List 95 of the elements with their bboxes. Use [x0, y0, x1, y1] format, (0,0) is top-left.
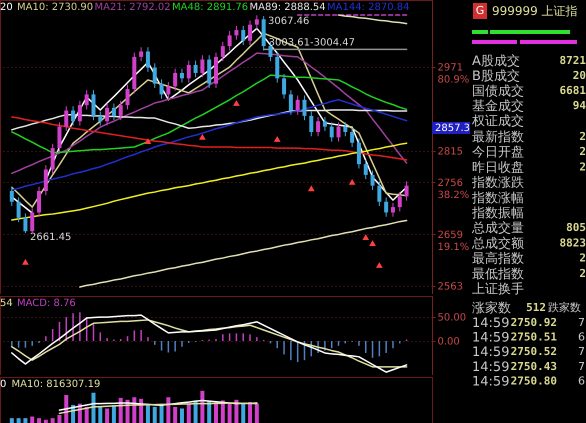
text: 6 — [578, 374, 585, 388]
text: 2 — [579, 130, 586, 143]
bar — [146, 404, 150, 423]
text: 512 — [526, 301, 546, 314]
bar — [234, 400, 238, 423]
text: 94 — [572, 99, 586, 112]
bar — [112, 405, 116, 423]
text: 6 — [578, 330, 585, 344]
text: 2 — [579, 252, 586, 265]
y-tick-label: 2756 38.2% — [438, 178, 470, 201]
bar — [228, 404, 232, 423]
text: 2750.80 — [510, 374, 557, 388]
category-label: 指数涨跌 — [471, 176, 524, 191]
bar — [166, 397, 170, 423]
category-label: 总成交额 — [471, 235, 524, 252]
category-label: A股成交 — [472, 53, 520, 69]
text: MA144: 2870.84 — [327, 2, 410, 13]
category-label: 昨日收盘 — [472, 160, 524, 176]
y-tick-label: 50.00 — [438, 312, 466, 324]
text: 6681 — [560, 84, 586, 97]
text: 999999 上证指 — [492, 4, 578, 18]
bar — [173, 406, 178, 423]
category-label: 上证换手 — [472, 282, 524, 297]
bar — [105, 408, 110, 423]
bar — [254, 404, 259, 423]
bar — [180, 408, 184, 423]
category-label: 国债成交 — [472, 83, 524, 99]
text: MA48: 2891.76 — [172, 2, 248, 13]
annotation: 2661.45 — [30, 232, 72, 243]
category-label: 14:59 — [472, 316, 510, 331]
text: 54 — [0, 298, 13, 309]
text: 2750.92 — [510, 316, 557, 329]
y-tick-label: 2563 — [438, 281, 463, 292]
bar — [84, 406, 89, 423]
bar — [37, 418, 42, 423]
annotation: 3067.46 — [268, 16, 310, 27]
bar — [57, 414, 62, 423]
category-label: 总成交量 — [471, 220, 524, 236]
bar — [160, 405, 164, 423]
category-label: 14:59 — [472, 330, 510, 346]
category-label: 指数涨幅 — [471, 190, 524, 206]
category-label: 涨家数 — [472, 300, 511, 316]
text: 8721 — [560, 54, 586, 67]
bar — [186, 404, 191, 423]
category-label: 最低指数 — [472, 266, 524, 282]
text: MA89: 2888.54 — [250, 2, 326, 13]
text: MA21: 2792.02 — [94, 2, 171, 13]
category-label: B股成交 — [472, 68, 520, 84]
y-tick-label: 2971 80.9% — [438, 62, 470, 86]
text: 20 — [572, 69, 586, 82]
bar — [139, 398, 144, 423]
category-label: 今日开盘 — [472, 145, 524, 160]
text: 0 — [0, 379, 6, 390]
bar — [241, 404, 246, 423]
category-label: 最新指数 — [472, 130, 524, 145]
bar — [16, 418, 21, 423]
bar — [214, 404, 218, 423]
text: 跌家数 — [548, 301, 581, 314]
text: 8823 — [560, 236, 586, 250]
text: 20 — [0, 2, 13, 13]
category-label: 14:59 — [472, 360, 510, 375]
text: 2750.51 — [510, 330, 557, 344]
bar — [44, 420, 48, 423]
y-tick-label: 2659 19.1% — [438, 230, 470, 253]
text: 805 — [566, 221, 586, 234]
text: 7 — [578, 360, 585, 373]
text: 7 — [578, 345, 585, 358]
series-label: MA10: 816307.19 — [12, 379, 100, 390]
bar — [23, 418, 28, 423]
category-label: 14:59 — [472, 374, 510, 390]
text: 7 — [578, 316, 585, 329]
bar — [248, 402, 252, 423]
y-tick-label: 2815 — [438, 146, 463, 158]
bar — [98, 406, 102, 423]
category-label: 基金成交 — [472, 98, 524, 114]
text: G — [476, 4, 484, 17]
bar — [200, 390, 204, 423]
text: 2750.52 — [510, 345, 557, 358]
category-label: 14:59 — [472, 345, 510, 360]
ref-line-label: 2857.3 — [435, 123, 470, 134]
bar — [30, 416, 34, 423]
bar — [152, 406, 157, 423]
series-label: MACD: 8.76 — [17, 298, 76, 309]
text: MA10: 2730.90 — [17, 2, 94, 13]
bar — [50, 418, 55, 423]
category-label: 最高指数 — [472, 250, 524, 267]
text: 2 — [579, 160, 586, 174]
category-label: 指数振幅 — [471, 206, 524, 221]
bar — [91, 392, 96, 423]
text: 2 — [579, 266, 586, 280]
category-label: 权证成交 — [471, 113, 524, 129]
bar — [10, 418, 14, 423]
text: 2750.43 — [510, 360, 557, 373]
y-tick-label: 0.00 — [438, 336, 460, 348]
text: 2 — [579, 145, 586, 158]
